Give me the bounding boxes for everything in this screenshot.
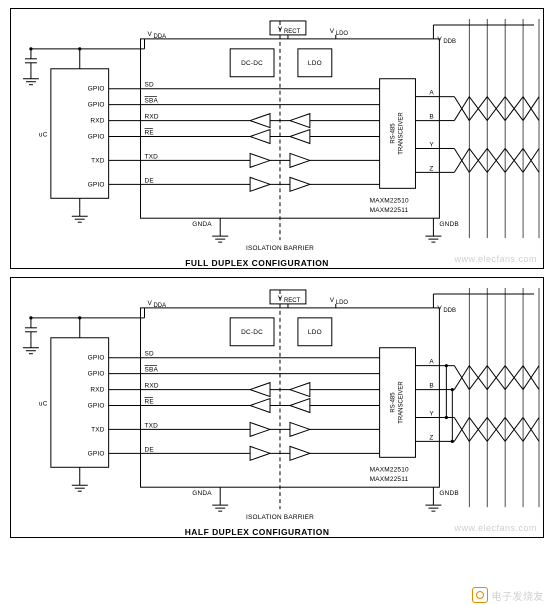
svg-text:TXD: TXD	[91, 426, 105, 433]
svg-text:V: V	[437, 36, 442, 43]
svg-text:RXD: RXD	[90, 387, 104, 394]
svg-text:V: V	[330, 28, 335, 35]
svg-text:TXD: TXD	[145, 153, 159, 160]
svg-text:A: A	[429, 359, 434, 366]
schematic-panel: VDDAuCGPIOGPIORXDGPIOTXDGPIOISOLATION BA…	[10, 277, 544, 538]
site-footer-text: 电子发烧友	[492, 588, 545, 603]
svg-text:RECT: RECT	[284, 298, 301, 304]
svg-text:DC-DC: DC-DC	[241, 60, 263, 67]
svg-text:V: V	[147, 31, 152, 38]
svg-text:RE: RE	[145, 399, 155, 406]
svg-text:GPIO: GPIO	[88, 403, 105, 410]
site-icon	[472, 587, 488, 603]
svg-text:SD: SD	[145, 82, 155, 89]
svg-text:DE: DE	[145, 446, 155, 453]
svg-text:V: V	[278, 295, 283, 302]
svg-text:RXD: RXD	[145, 114, 159, 121]
svg-text:uC: uC	[39, 401, 48, 408]
svg-text:MAXM22510: MAXM22510	[370, 197, 409, 204]
svg-text:RXD: RXD	[145, 383, 159, 390]
svg-text:RS-485: RS-485	[391, 123, 397, 144]
svg-text:V: V	[330, 297, 335, 304]
svg-text:Y: Y	[429, 141, 434, 148]
svg-text:TRANSCEIVER: TRANSCEIVER	[399, 381, 405, 424]
svg-text:B: B	[429, 114, 434, 121]
svg-text:RS-485: RS-485	[391, 392, 397, 413]
svg-text:GPIO: GPIO	[88, 86, 105, 93]
svg-text:DC-DC: DC-DC	[241, 329, 263, 336]
svg-text:ISOLATION BARRIER: ISOLATION BARRIER	[246, 245, 314, 252]
svg-text:RE: RE	[145, 130, 155, 137]
svg-text:LDO: LDO	[336, 31, 349, 37]
svg-text:MAXM22511: MAXM22511	[370, 476, 409, 483]
site-footer-mark: 电子发烧友	[472, 587, 545, 603]
svg-text:Y: Y	[429, 410, 434, 417]
svg-text:GNDB: GNDB	[439, 490, 459, 497]
svg-text:DDB: DDB	[443, 308, 456, 314]
svg-text:SBA: SBA	[145, 98, 159, 105]
svg-text:GPIO: GPIO	[88, 181, 105, 188]
schematic-panel: VDDAuCGPIOGPIORXDGPIOTXDGPIOISOLATION BA…	[10, 8, 544, 269]
svg-text:B: B	[429, 383, 434, 390]
svg-text:GPIO: GPIO	[88, 134, 105, 141]
svg-text:GNDA: GNDA	[192, 221, 212, 228]
svg-text:V: V	[278, 26, 283, 33]
svg-text:LDO: LDO	[308, 329, 322, 336]
svg-text:RECT: RECT	[284, 29, 301, 35]
svg-text:Z: Z	[429, 165, 433, 172]
svg-text:RXD: RXD	[90, 118, 104, 125]
svg-text:SD: SD	[145, 351, 155, 358]
svg-text:GPIO: GPIO	[88, 355, 105, 362]
svg-text:V: V	[147, 300, 152, 307]
svg-text:uC: uC	[39, 132, 48, 139]
svg-text:TXD: TXD	[91, 157, 105, 164]
schematic-svg: VDDAuCGPIOGPIORXDGPIOTXDGPIOISOLATION BA…	[11, 9, 543, 268]
svg-text:GPIO: GPIO	[88, 102, 105, 109]
svg-text:GNDB: GNDB	[439, 221, 459, 228]
svg-text:TXD: TXD	[145, 422, 159, 429]
svg-text:GPIO: GPIO	[88, 371, 105, 378]
schematic-svg: VDDAuCGPIOGPIORXDGPIOTXDGPIOISOLATION BA…	[11, 278, 543, 537]
svg-text:V: V	[437, 305, 442, 312]
svg-text:ISOLATION BARRIER: ISOLATION BARRIER	[246, 514, 314, 521]
svg-text:Z: Z	[429, 434, 433, 441]
svg-text:SBA: SBA	[145, 367, 159, 374]
svg-text:A: A	[429, 90, 434, 97]
svg-text:DDB: DDB	[443, 39, 456, 45]
svg-text:GPIO: GPIO	[88, 450, 105, 457]
svg-text:LDO: LDO	[308, 60, 322, 67]
svg-text:LDO: LDO	[336, 300, 349, 306]
svg-text:GNDA: GNDA	[192, 490, 212, 497]
svg-text:MAXM22511: MAXM22511	[370, 207, 409, 214]
svg-text:TRANSCEIVER: TRANSCEIVER	[399, 112, 405, 155]
svg-text:HALF DUPLEX CONFIGURATION: HALF DUPLEX CONFIGURATION	[185, 527, 330, 537]
svg-text:FULL DUPLEX CONFIGURATION: FULL DUPLEX CONFIGURATION	[185, 258, 329, 268]
svg-text:MAXM22510: MAXM22510	[370, 466, 409, 473]
svg-text:DE: DE	[145, 177, 155, 184]
